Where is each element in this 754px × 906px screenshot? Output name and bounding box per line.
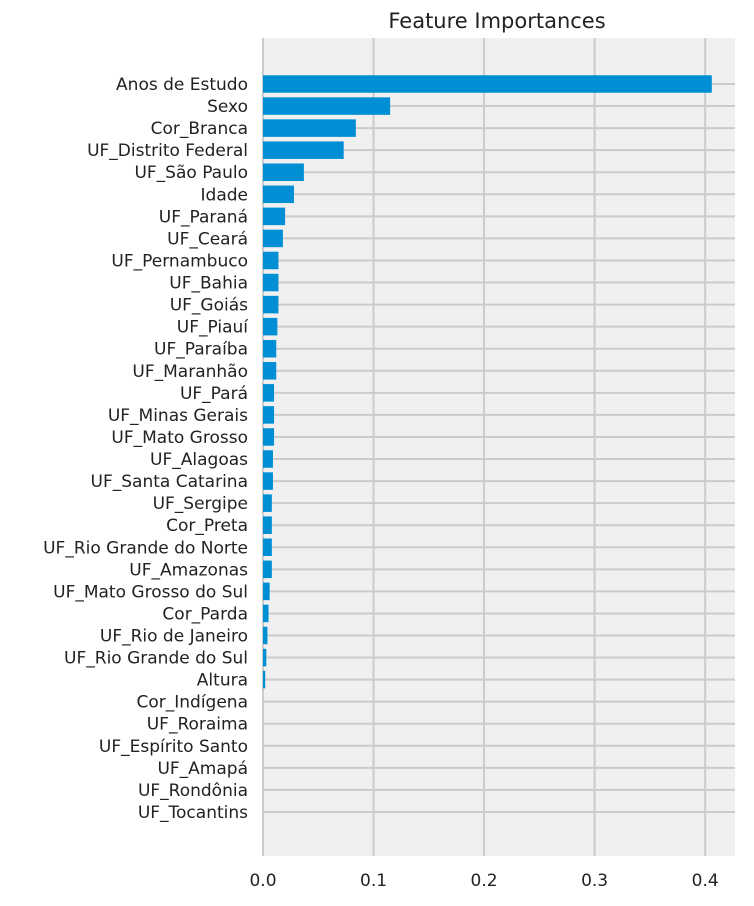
y-tick-label: UF_Paraná	[159, 207, 248, 227]
bar	[263, 516, 272, 534]
bar	[263, 185, 294, 204]
bar	[263, 494, 272, 512]
x-tick-label: 0.3	[581, 871, 608, 891]
bar	[263, 582, 270, 601]
bar	[263, 428, 275, 446]
bar	[263, 384, 275, 402]
y-tick-labels: Anos de EstudoSexoCor_BrancaUF_Distrito …	[43, 75, 249, 823]
bar	[263, 560, 272, 579]
bar	[263, 317, 278, 336]
bar	[263, 450, 273, 468]
bar	[263, 648, 267, 667]
bar	[263, 207, 286, 226]
y-tick-label: UF_Sergipe	[153, 494, 248, 514]
y-tick-label: UF_Goiás	[170, 296, 248, 316]
x-tick-label: 0.0	[249, 871, 276, 891]
y-tick-label: Anos de Estudo	[116, 75, 248, 95]
y-tick-label: UF_Santa Catarina	[91, 472, 248, 492]
bar	[263, 75, 712, 93]
y-tick-label: Cor_Preta	[166, 516, 248, 536]
x-tick-labels: 0.0 0.1 0.2 0.3 0.4	[249, 871, 718, 891]
y-tick-label: UF_Distrito Federal	[87, 141, 248, 161]
bar	[263, 273, 279, 292]
y-tick-label: UF_Espírito Santo	[99, 737, 248, 757]
x-tick-label: 0.2	[471, 871, 498, 891]
bar	[263, 97, 391, 115]
y-tick-label: UF_Maranhão	[132, 362, 248, 382]
y-tick-label: Cor_Indígena	[136, 693, 248, 713]
plot-background	[263, 38, 735, 856]
y-tick-label: UF_São Paulo	[134, 163, 248, 183]
bar	[263, 406, 275, 424]
y-tick-label: Sexo	[207, 97, 248, 117]
bar	[263, 626, 268, 645]
y-tick-label: UF_Mato Grosso	[111, 428, 248, 448]
bar	[263, 141, 344, 159]
y-tick-label: Altura	[197, 671, 248, 691]
y-tick-label: UF_Amazonas	[129, 560, 248, 580]
x-tick-label: 0.1	[360, 871, 387, 891]
y-tick-label: UF_Bahia	[169, 274, 248, 294]
x-tick-label: 0.4	[692, 871, 719, 891]
y-tick-label: UF_Paraíba	[154, 340, 248, 360]
chart-title: Feature Importances	[388, 9, 605, 33]
bar	[263, 295, 279, 314]
bar	[263, 538, 272, 557]
bar	[263, 362, 277, 380]
y-tick-label: UF_Tocantins	[138, 803, 248, 823]
bar	[263, 670, 266, 689]
bars-layer	[263, 75, 712, 689]
y-tick-label: UF_Piauí	[177, 318, 250, 338]
bar	[263, 604, 269, 623]
y-tick-label: UF_Rio de Janeiro	[100, 627, 248, 647]
y-tick-label: UF_Rio Grande do Norte	[43, 538, 248, 558]
y-tick-label: UF_Rondônia	[138, 781, 248, 801]
bar	[263, 251, 279, 270]
y-tick-label: Cor_Branca	[151, 119, 248, 139]
y-tick-label: Idade	[201, 185, 248, 205]
y-tick-label: UF_Pernambuco	[111, 251, 248, 271]
y-tick-label: UF_Roraima	[147, 715, 248, 735]
bar	[263, 229, 283, 248]
y-tick-label: UF_Pará	[180, 384, 248, 404]
bar	[263, 472, 273, 490]
y-tick-label: UF_Mato Grosso do Sul	[53, 582, 248, 602]
y-tick-label: Cor_Parda	[162, 604, 248, 624]
bar	[263, 339, 277, 358]
y-tick-label: UF_Ceará	[167, 229, 248, 249]
y-tick-label: UF_Minas Gerais	[108, 406, 248, 426]
bar	[263, 163, 304, 181]
y-tick-label: UF_Rio Grande do Sul	[64, 649, 248, 669]
y-tick-label: UF_Alagoas	[150, 450, 248, 470]
bar	[263, 119, 356, 137]
y-tick-label: UF_Amapá	[157, 759, 248, 779]
